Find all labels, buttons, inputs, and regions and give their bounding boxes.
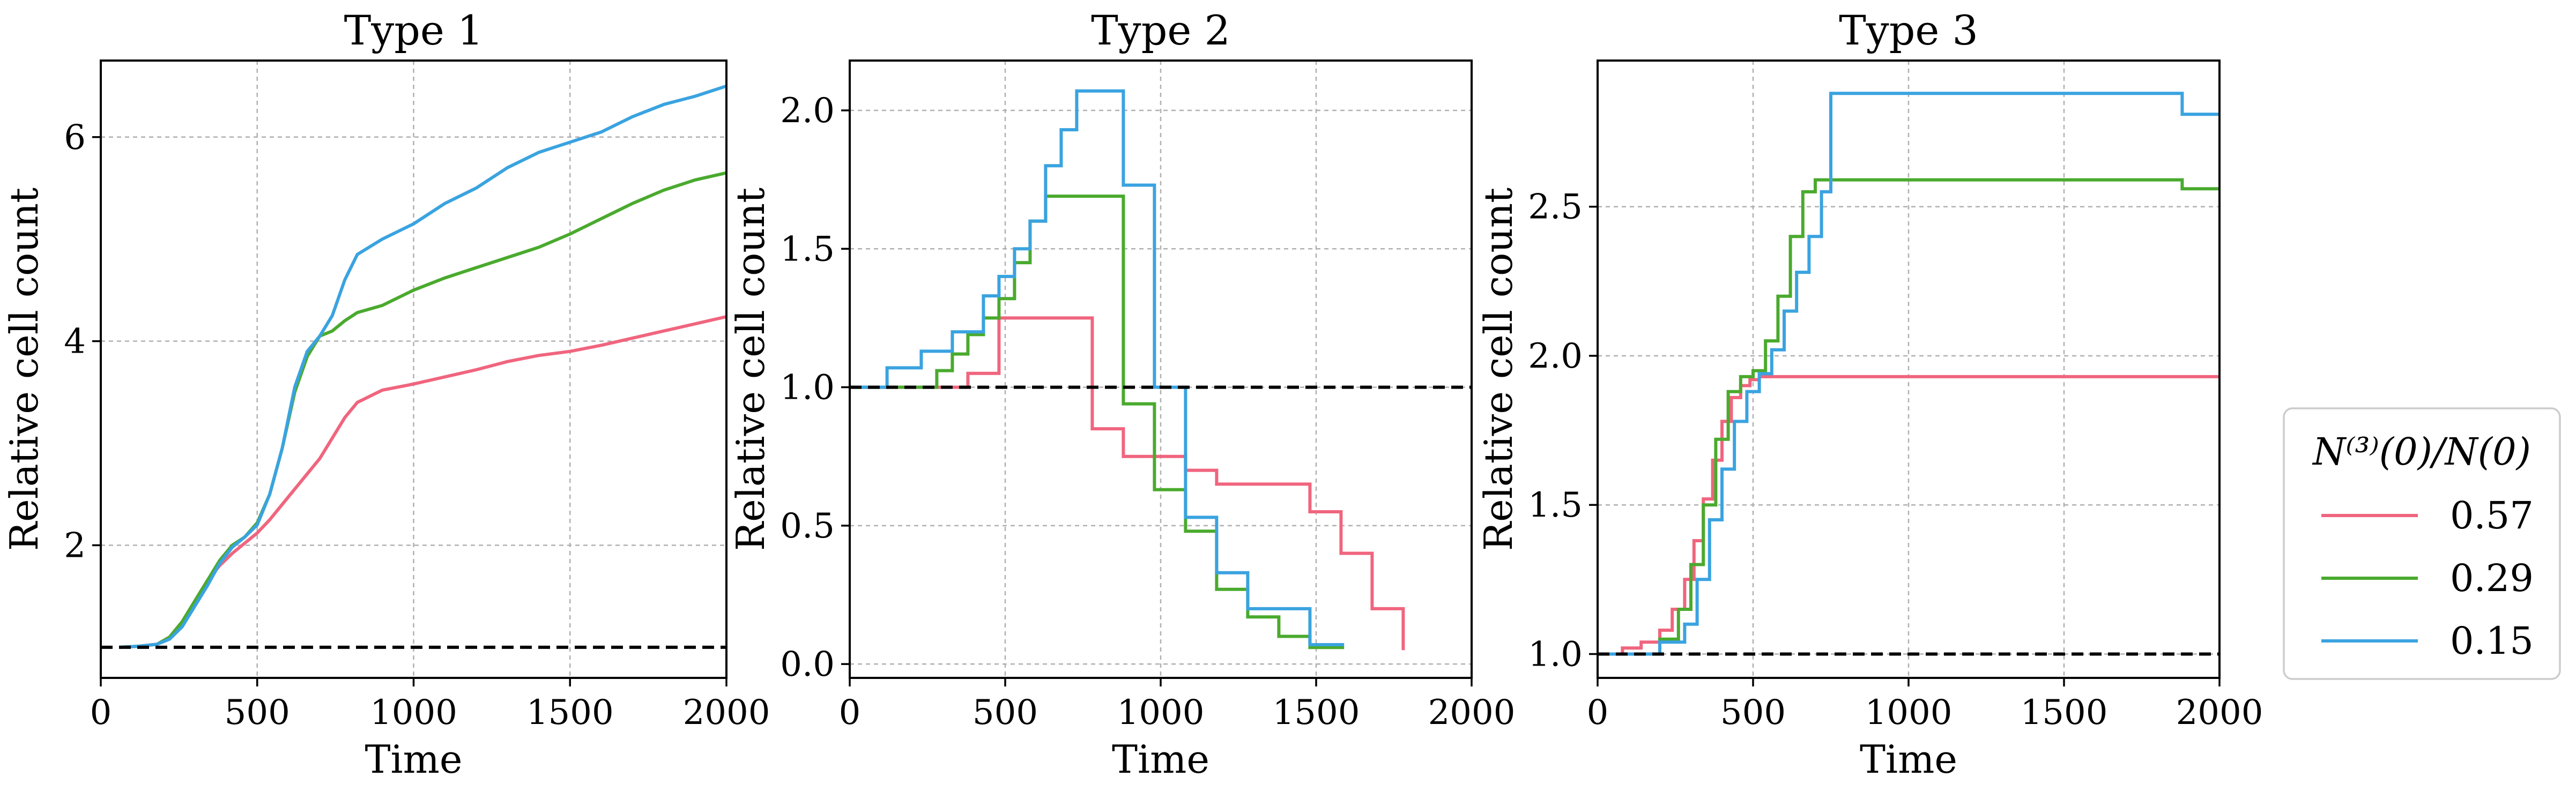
- series-line-0-57: [119, 315, 726, 649]
- legend-box: [2283, 407, 2561, 680]
- x-tick-label: 1500: [1273, 693, 1360, 733]
- legend-title: N⁽³⁾(0)/N(0): [2312, 430, 2531, 474]
- series-group: [1598, 92, 2219, 656]
- x-tick-label: 0: [1587, 693, 1609, 733]
- series-line-0-15: [850, 89, 1345, 646]
- series-line-0-29: [850, 195, 1345, 649]
- y-tick-label: 2.0: [780, 91, 835, 131]
- x-tick-label: 0: [839, 693, 861, 733]
- y-axis-label: Relative cell count: [728, 188, 773, 551]
- chart-panels: 0 500 1000 1500 2000 2 4 6 Type 1 Time Relative ce…: [2, 6, 2263, 782]
- x-tick-label: 1000: [370, 693, 457, 733]
- y-tick-label: 0.5: [780, 506, 835, 546]
- x-tick-label: 0: [90, 693, 112, 733]
- x-axis-label: Time: [1112, 737, 1209, 782]
- y-tick-label: 1.0: [780, 368, 835, 408]
- y-tick-label: 2.5: [1528, 188, 1583, 227]
- y-tick-label: 0.0: [780, 645, 835, 684]
- y-axis-label: Relative cell count: [1476, 188, 1521, 551]
- legend-label-0-57: 0.57: [2450, 494, 2534, 537]
- y-tick-label: 1.0: [1528, 634, 1583, 674]
- series-group: [850, 89, 1405, 651]
- chart-panel-3: 0 500 1000 1500 2000 1.0 1.5 2.0 2.5 Type 3 Time Re…: [1476, 6, 2263, 782]
- y-tick-label: 1.5: [1528, 486, 1583, 525]
- x-tick-label: 500: [973, 693, 1038, 733]
- series-group: [119, 84, 726, 649]
- x-tick-label: 500: [225, 693, 290, 733]
- panel-title: Type 1: [344, 6, 484, 54]
- y-tick-label: 6: [64, 118, 86, 158]
- x-tick-label: 2000: [1428, 693, 1516, 733]
- legend-label-0-15: 0.15: [2450, 619, 2534, 663]
- series-line-0-15: [1598, 92, 2219, 656]
- series-line-0-57: [1598, 375, 2219, 656]
- x-tick-label: 1500: [526, 693, 614, 733]
- x-tick-label: 1000: [1865, 693, 1953, 733]
- y-tick-label: 1.5: [780, 229, 835, 269]
- x-tick-label: 500: [1720, 693, 1786, 733]
- series-line-0-29: [119, 171, 726, 649]
- y-tick-label: 4: [64, 322, 86, 362]
- legend: N⁽³⁾(0)/N(0) 0.57 0.29 0.15: [2283, 407, 2561, 680]
- panel-title: Type 2: [1091, 6, 1230, 54]
- chart-panel-1: 0 500 1000 1500 2000 2 4 6 Type 1 Time Relative ce…: [2, 6, 770, 782]
- chart-panel-2: 0 500 1000 1500 2000 0.0 0.5 1.0 1.5 2.0 Type 2 Tim…: [728, 6, 1515, 782]
- x-tick-label: 2000: [2176, 693, 2263, 733]
- x-tick-label: 2000: [683, 693, 770, 733]
- panel-title: Type 3: [1839, 6, 1978, 54]
- x-tick-label: 1500: [2021, 693, 2108, 733]
- y-axis-label: Relative cell count: [2, 188, 47, 551]
- series-line-0-57: [850, 316, 1405, 651]
- series-line-0-29: [1598, 178, 2219, 656]
- legend-label-0-29: 0.29: [2450, 556, 2534, 600]
- y-tick-label: 2.0: [1528, 337, 1583, 376]
- x-axis-label: Time: [1860, 737, 1957, 782]
- y-tick-label: 2: [64, 526, 86, 565]
- x-tick-label: 1000: [1117, 693, 1205, 733]
- x-axis-label: Time: [365, 737, 463, 782]
- series-line-0-15: [119, 84, 726, 649]
